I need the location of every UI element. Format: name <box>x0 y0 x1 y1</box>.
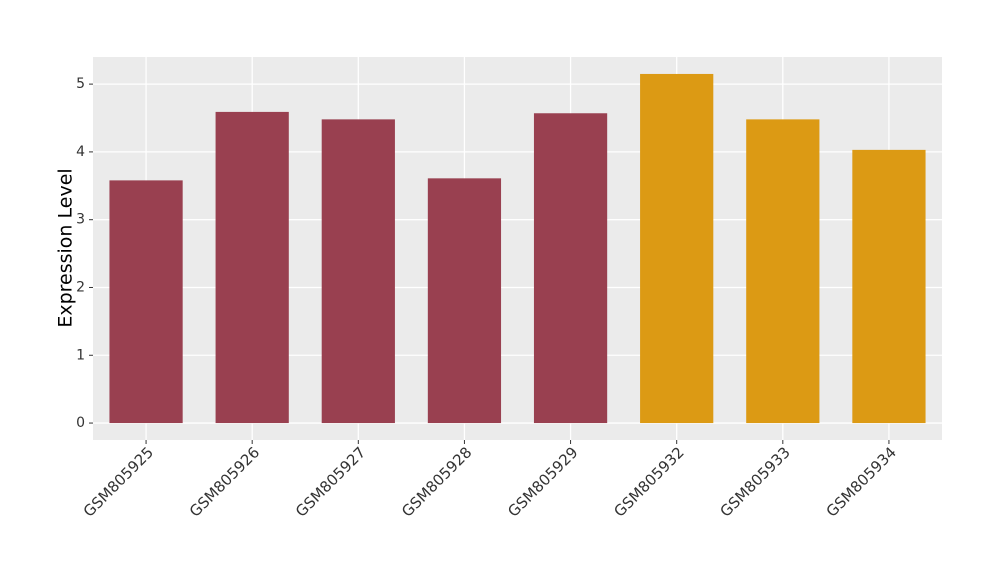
bar <box>321 119 395 424</box>
x-tick-label: GSM805929 <box>504 443 581 520</box>
x-tick-label: GSM805933 <box>716 443 793 520</box>
y-tick-label: 2 <box>76 279 85 295</box>
y-tick-label: 4 <box>76 144 85 160</box>
x-tick-label: GSM805934 <box>823 443 900 520</box>
y-tick-label: 3 <box>76 212 85 228</box>
bar <box>109 180 183 424</box>
y-tick-label: 1 <box>76 347 85 363</box>
x-tick-label: GSM805932 <box>610 443 687 520</box>
bar <box>640 73 714 424</box>
bar <box>427 178 502 424</box>
x-tick-label: GSM805925 <box>80 443 157 520</box>
bar <box>215 111 289 424</box>
y-axis-label: Expression Level <box>55 168 77 327</box>
bar <box>746 119 820 424</box>
x-tick-label: GSM805926 <box>186 443 263 520</box>
bar <box>852 149 926 424</box>
x-tick-label: GSM805928 <box>398 443 475 520</box>
x-tick-label: GSM805927 <box>292 443 369 520</box>
y-tick-label: 0 <box>76 415 85 431</box>
y-tick-label: 5 <box>76 76 85 92</box>
bar <box>533 113 608 424</box>
